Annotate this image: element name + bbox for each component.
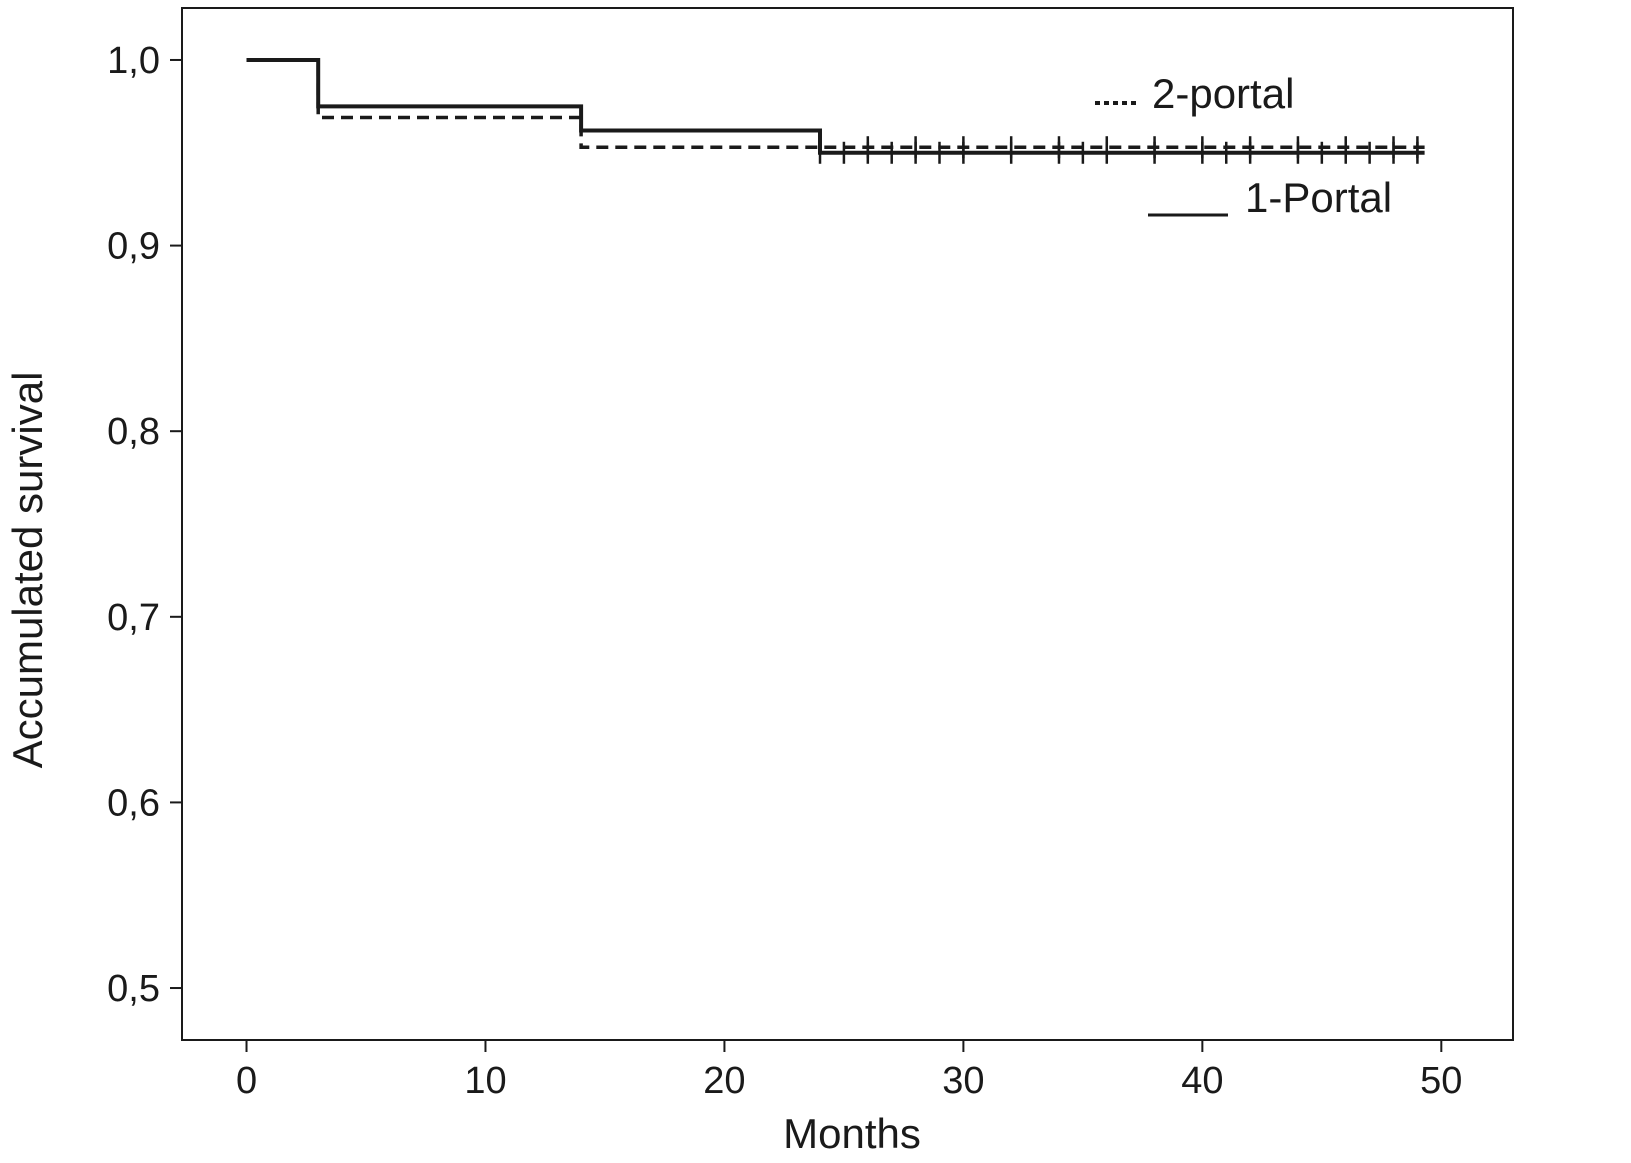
plot-border	[181, 7, 1514, 1041]
y-tick-label: 0,8	[107, 411, 160, 453]
x-tick-label: 20	[703, 1060, 745, 1102]
y-tick-label: 0,7	[107, 597, 160, 639]
x-tick-label: 0	[236, 1060, 257, 1102]
y-tick-label: 0,5	[107, 968, 160, 1010]
x-tick-label: 10	[464, 1060, 506, 1102]
y-axis-title: Accumulated survival	[4, 372, 51, 769]
y-axis: 0,5 0,6 0,7 0,8 0,9 1,0	[107, 40, 182, 1010]
y-tick-label: 1,0	[107, 40, 160, 82]
x-axis: 0 10 20 30 40 50	[236, 1040, 1462, 1102]
y-tick-label: 0,6	[107, 782, 160, 824]
legend-label-2-portal: 2-portal	[1152, 70, 1294, 117]
series-1-portal	[246, 58, 1425, 164]
legend-label-1-portal: 1-Portal	[1245, 174, 1392, 221]
x-tick-label: 30	[942, 1060, 984, 1102]
x-tick-label: 50	[1420, 1060, 1462, 1102]
series-layer	[246, 58, 1425, 164]
x-tick-label: 40	[1181, 1060, 1223, 1102]
y-tick-label: 0,9	[107, 226, 160, 268]
x-axis-title: Months	[783, 1110, 921, 1157]
legend: 2-portal 1-Portal	[1095, 70, 1392, 221]
plot-frame	[181, 7, 1514, 1041]
